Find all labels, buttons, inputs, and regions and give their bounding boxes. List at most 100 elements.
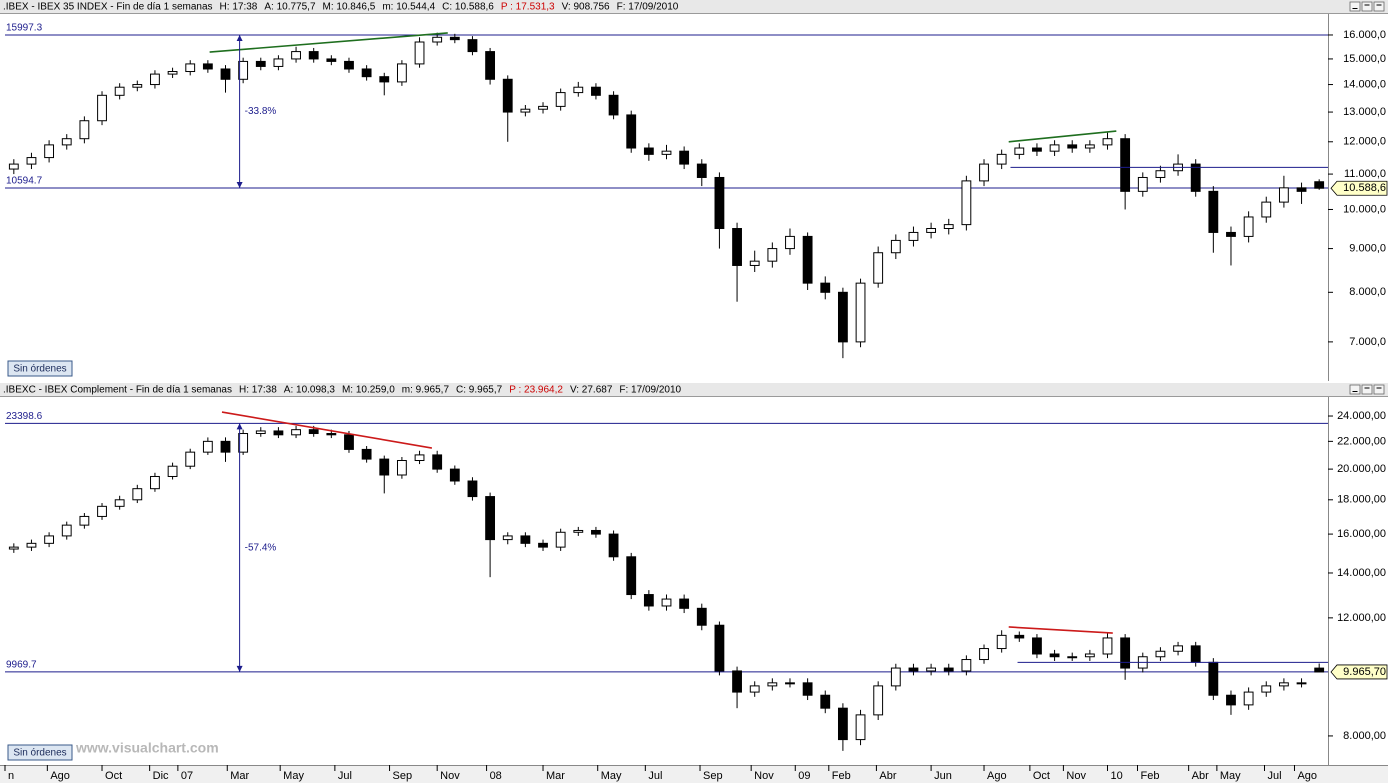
candle-body [538, 105, 548, 110]
candle-body [167, 71, 178, 75]
candle-body [220, 68, 231, 80]
candle-body [520, 108, 531, 113]
candle-body [202, 63, 213, 70]
candle-body [308, 51, 319, 60]
candle-body [696, 163, 707, 178]
y-tick-label: 14.000,0 [1343, 78, 1386, 90]
x-tick-label: Ago [1297, 770, 1317, 782]
candle-body [467, 480, 478, 498]
header-item: C: 9.965,7 [456, 385, 503, 396]
candle-body [238, 433, 249, 453]
candle-body [432, 454, 443, 470]
candle-body [661, 150, 672, 155]
trend-line [221, 411, 433, 449]
candle-body [979, 648, 989, 661]
candle-body [150, 475, 160, 490]
candle-body [1261, 201, 1272, 218]
candle-body [502, 78, 513, 113]
candle-body [1032, 637, 1042, 655]
candle-body [467, 39, 478, 53]
candle-body [608, 533, 619, 558]
candle-body [714, 176, 725, 230]
x-tick-label: Sep [703, 770, 723, 782]
x-tick-label: May [1220, 770, 1241, 782]
trend-line [1008, 130, 1117, 143]
arrow-head [236, 182, 243, 189]
window-button [1373, 384, 1385, 395]
candle-body [1102, 138, 1113, 146]
candle-body [114, 499, 125, 507]
candle-body [97, 505, 107, 517]
candle-body [1137, 176, 1148, 192]
candle-body [802, 235, 813, 284]
candle-body [643, 147, 654, 155]
candle-body [767, 682, 778, 687]
candle-body [908, 667, 919, 672]
candle-body [996, 153, 1007, 165]
candle-body [732, 228, 742, 266]
candle-body [1032, 147, 1042, 152]
x-tick-label: Oct [1033, 770, 1050, 782]
candle-body [908, 231, 919, 241]
y-tick-label: 18.000,00 [1337, 494, 1386, 506]
candle-body [8, 163, 19, 170]
candle-body [79, 515, 90, 526]
candle-body [873, 252, 884, 284]
header-item: V: 908.756 [562, 2, 610, 13]
orders-button[interactable] [7, 360, 73, 377]
candle-body [679, 150, 690, 165]
reference-label: 15997.3 [6, 23, 43, 34]
candle-body [890, 239, 901, 254]
candle-body [414, 41, 425, 65]
candle-body [291, 429, 301, 436]
candle-body [820, 694, 831, 709]
measure-label: -57.4% [245, 542, 277, 553]
candle-body [326, 433, 337, 436]
candle-body [890, 667, 901, 687]
x-tick-label: Abr [879, 770, 896, 782]
candle-body [555, 531, 566, 548]
candle-body [1084, 144, 1095, 149]
candle-body [396, 63, 407, 83]
candle-body [785, 682, 795, 685]
candle-body [61, 138, 72, 146]
header-item: m: 10.544,4 [382, 2, 435, 13]
candle-body [291, 51, 301, 60]
x-axis-strip [0, 765, 1388, 783]
candle-body [1120, 138, 1131, 192]
x-tick-label: Nov [440, 770, 460, 782]
header-item: A: 10.098,3 [284, 385, 336, 396]
candle-body [943, 224, 954, 230]
x-tick-label: Ago [987, 770, 1007, 782]
candle-body [1067, 656, 1078, 659]
x-tick-label: 07 [181, 770, 193, 782]
x-tick-label: Sep [393, 770, 413, 782]
header-item: .IBEXC - IBEX Complement - Fin de día 1 … [3, 385, 232, 396]
candle-body [961, 180, 972, 226]
panel-header [0, 0, 1388, 13]
x-tick-label: Nov [1066, 770, 1086, 782]
candle-body [167, 465, 178, 477]
reference-label: 10594.7 [6, 176, 43, 187]
candle-body [273, 430, 284, 436]
header-item: P : 23.964,2 [509, 385, 563, 396]
orders-button[interactable] [7, 744, 73, 761]
candle-body [414, 454, 425, 462]
x-tick-label: Feb [1140, 770, 1159, 782]
candle-body [344, 60, 354, 70]
candle-body [44, 144, 55, 159]
candle-body [732, 670, 742, 693]
candle-body [749, 260, 760, 266]
header-item: P : 17.531,3 [501, 2, 555, 13]
header-item: H: 17:38 [239, 385, 277, 396]
y-tick-label: 15.000,0 [1343, 53, 1386, 65]
candle-body [961, 659, 972, 672]
candle-body [1049, 653, 1060, 658]
candle-body [273, 58, 284, 67]
y-tick-label: 12.000,0 [1343, 136, 1386, 148]
candle-body [555, 92, 566, 107]
candle-body [785, 235, 795, 250]
candle-body [855, 282, 866, 343]
y-tick-label: 13.000,0 [1343, 106, 1386, 118]
